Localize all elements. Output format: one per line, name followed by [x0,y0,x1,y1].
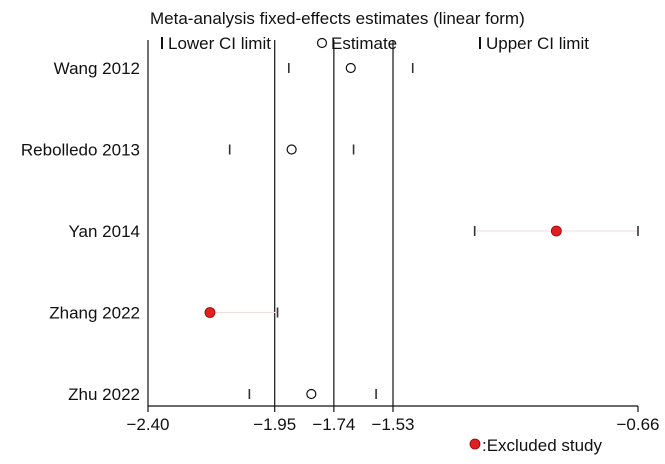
legend-lower-label: Lower CI limit [168,34,271,53]
estimate-point [306,388,317,400]
legend: Lower CI limit Estimate Upper CI limit [161,34,589,53]
excluded-footnote-label: :Excluded study [482,436,603,455]
x-tick-label: −2.40 [126,415,169,434]
x-axis-ticks: −2.40 −1.95 −1.74 −1.53 −0.66 [126,406,660,434]
excluded-footnote: :Excluded study [469,436,603,455]
x-tick-label: −1.95 [253,415,296,434]
estimate-point [345,62,356,74]
reference-lines [274,40,394,406]
study-label: Yan 2014 [68,222,140,241]
study-marks [204,62,639,400]
chart-title: Meta-analysis fixed-effects estimates (l… [150,9,525,28]
study-labels: Wang 2012 Rebolledo 2013 Yan 2014 Zhang 202… [21,59,140,404]
legend-estimate-label: Estimate [331,34,397,53]
study-label: Zhu 2022 [68,385,140,404]
excluded-estimate-point [550,225,562,237]
x-tick-label: −0.66 [616,415,659,434]
legend-upper-label: Upper CI limit [486,34,589,53]
study-label: Zhang 2022 [49,304,140,323]
excluded-estimate-point [204,307,216,318]
study-label: Rebolledo 2013 [21,141,140,160]
legend-estimate-circle [316,37,328,49]
excluded-dot-icon [469,438,481,450]
x-tick-label: −1.74 [312,415,355,434]
x-tick-label: −1.53 [371,415,414,434]
estimate-point [286,144,297,155]
study-label: Wang 2012 [54,59,140,78]
